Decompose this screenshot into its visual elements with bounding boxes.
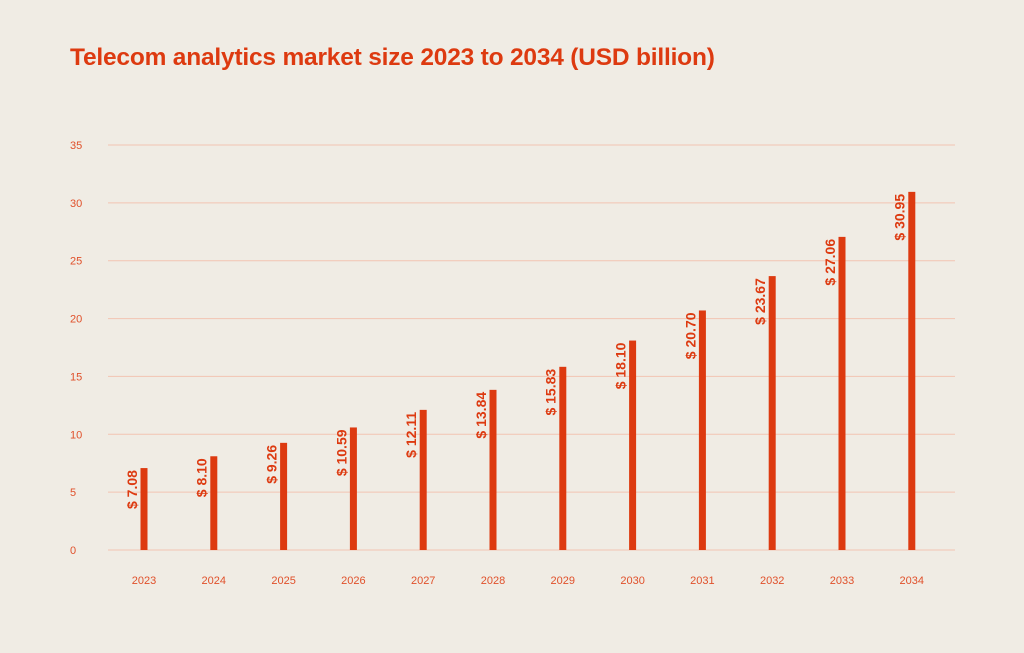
x-tick-label: 2033 xyxy=(830,575,854,587)
y-tick-label: 35 xyxy=(70,140,82,152)
x-tick-label: 2029 xyxy=(551,575,575,587)
y-tick-label: 5 xyxy=(70,487,76,499)
bar-2027 xyxy=(419,409,427,550)
bar-2031 xyxy=(698,310,706,550)
x-tick-label: 2025 xyxy=(271,575,295,587)
bar-2028 xyxy=(489,389,497,550)
x-tick-label: 2027 xyxy=(411,575,435,587)
data-label-2027: $ 12.11 xyxy=(403,412,419,458)
bar-2023 xyxy=(140,468,148,550)
bar-2032 xyxy=(768,276,776,550)
y-tick-label: 25 xyxy=(70,256,82,268)
x-tick-label: 2023 xyxy=(132,575,156,587)
data-label-2033: $ 27.06 xyxy=(822,239,838,286)
bar-2034 xyxy=(908,191,916,550)
y-tick-label: 10 xyxy=(70,429,82,441)
x-tick-label: 2032 xyxy=(760,575,784,587)
y-tick-label: 20 xyxy=(70,314,82,326)
x-tick-label: 2030 xyxy=(620,575,644,587)
bar-2024 xyxy=(210,456,218,550)
bar-2033 xyxy=(838,236,846,550)
x-tick-label: 2024 xyxy=(202,575,226,587)
y-tick-label: 0 xyxy=(70,545,76,557)
data-label-2031: $ 20.70 xyxy=(682,312,698,359)
data-label-2023: $ 7.08 xyxy=(124,470,140,509)
y-tick-label: 15 xyxy=(70,371,82,383)
data-label-2030: $ 18.10 xyxy=(613,342,629,389)
x-tick-label: 2028 xyxy=(481,575,505,587)
data-label-2028: $ 13.84 xyxy=(473,392,489,439)
data-label-2025: $ 9.26 xyxy=(264,445,280,484)
x-tick-label: 2026 xyxy=(341,575,365,587)
bar-2029 xyxy=(559,366,567,550)
x-tick-label: 2034 xyxy=(900,575,924,587)
data-label-2029: $ 15.83 xyxy=(543,369,559,416)
bar-2026 xyxy=(349,427,357,550)
bar-2030 xyxy=(629,340,637,550)
data-label-2032: $ 23.67 xyxy=(752,278,768,325)
data-label-2024: $ 8.10 xyxy=(194,458,210,497)
x-tick-label: 2031 xyxy=(690,575,714,587)
data-label-2034: $ 30.95 xyxy=(892,194,908,241)
data-label-2026: $ 10.59 xyxy=(333,429,349,476)
chart-title: Telecom analytics market size 2023 to 20… xyxy=(70,44,715,71)
y-tick-label: 30 xyxy=(70,198,82,210)
bar-2025 xyxy=(280,442,288,550)
